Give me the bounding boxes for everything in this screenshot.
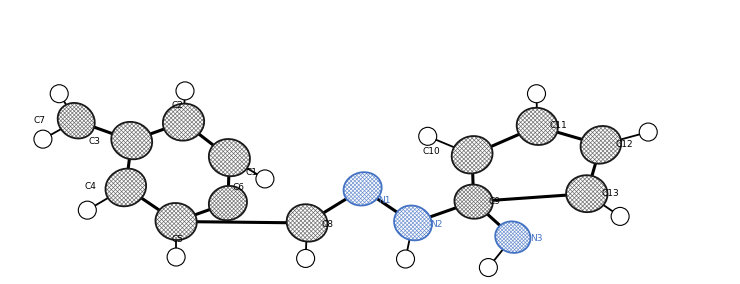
Text: N3: N3 xyxy=(531,234,542,243)
Text: N2: N2 xyxy=(431,220,443,229)
Ellipse shape xyxy=(286,204,328,242)
Circle shape xyxy=(256,170,274,188)
Ellipse shape xyxy=(209,186,247,220)
Ellipse shape xyxy=(451,136,493,174)
Ellipse shape xyxy=(111,122,152,159)
Ellipse shape xyxy=(163,104,204,141)
Circle shape xyxy=(639,123,657,141)
Text: C2: C2 xyxy=(172,101,184,110)
Text: C10: C10 xyxy=(423,147,440,156)
Circle shape xyxy=(297,249,314,268)
Circle shape xyxy=(611,207,629,225)
Text: C1: C1 xyxy=(246,168,258,177)
Text: C6: C6 xyxy=(232,183,244,192)
Circle shape xyxy=(34,130,52,148)
Text: C11: C11 xyxy=(549,121,567,130)
Circle shape xyxy=(528,85,545,103)
Ellipse shape xyxy=(495,221,531,253)
Ellipse shape xyxy=(517,108,558,145)
Circle shape xyxy=(419,127,437,145)
Ellipse shape xyxy=(581,126,621,164)
Ellipse shape xyxy=(394,206,431,240)
Circle shape xyxy=(50,85,68,103)
Circle shape xyxy=(480,258,497,277)
Ellipse shape xyxy=(343,172,382,206)
Ellipse shape xyxy=(209,139,250,176)
Text: C7: C7 xyxy=(33,116,45,125)
Text: C4: C4 xyxy=(84,182,96,191)
Circle shape xyxy=(167,248,185,266)
Circle shape xyxy=(176,82,194,100)
Ellipse shape xyxy=(454,185,493,219)
Circle shape xyxy=(397,250,414,268)
Ellipse shape xyxy=(106,169,146,206)
Ellipse shape xyxy=(58,103,95,139)
Text: C13: C13 xyxy=(602,189,619,198)
Text: N1: N1 xyxy=(379,196,391,205)
Text: C3: C3 xyxy=(89,137,101,147)
Text: C5: C5 xyxy=(172,235,184,244)
Text: C8: C8 xyxy=(322,220,334,229)
Text: C9: C9 xyxy=(488,197,500,206)
Circle shape xyxy=(78,201,96,219)
Ellipse shape xyxy=(566,175,608,212)
Text: C12: C12 xyxy=(616,140,633,149)
Ellipse shape xyxy=(155,203,197,240)
